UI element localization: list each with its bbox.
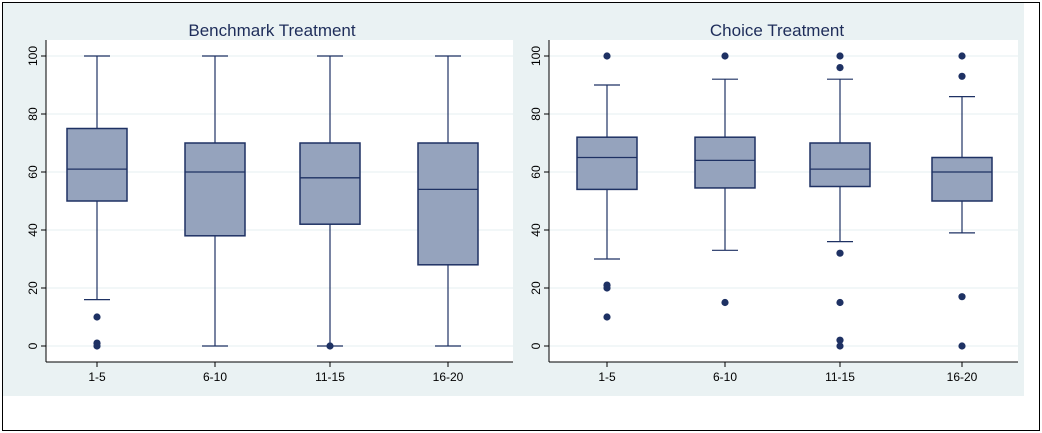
outlier-2-3-4 <box>836 298 844 307</box>
outlier-1-1-3 <box>93 342 101 350</box>
outlier-2-4-3 <box>958 293 966 301</box>
outlier-2-1-4 <box>603 313 611 321</box>
x-tick-label-2-2: 11-15 <box>825 370 855 384</box>
y-tick-label-2-5: 100 <box>529 46 543 66</box>
box-1-3 <box>299 142 361 225</box>
x-tick-label-1-2: 11-15 <box>315 370 345 384</box>
x-tick-label-1-1: 6-10 <box>203 370 227 384</box>
x-tick-label-2-0: 1-5 <box>598 370 616 384</box>
y-tick-label-1-1: 20 <box>26 281 40 295</box>
y-tick-label-1-2: 40 <box>26 223 40 237</box>
box-1-1 <box>66 127 128 202</box>
x-tick-label-1-3: 16-20 <box>433 370 464 384</box>
outlier-1-1-1 <box>93 313 101 321</box>
y-tick-label-2-2: 40 <box>529 223 543 237</box>
y-tick-label-1-3: 60 <box>26 165 40 179</box>
outlier-2-4-2 <box>958 72 966 80</box>
box-2-1 <box>576 136 638 191</box>
outlier-2-3-2 <box>836 64 844 72</box>
outlier-2-4-4 <box>958 342 966 350</box>
box-2-3 <box>809 142 871 188</box>
outlier-2-3-5 <box>836 336 844 344</box>
y-tick-label-1-0: 0 <box>26 342 40 349</box>
y-tick-label-2-3: 60 <box>529 165 543 179</box>
y-tick-label-2-4: 80 <box>529 107 543 121</box>
outlier-2-3-3 <box>836 249 844 257</box>
box-2-4 <box>931 156 993 202</box>
outlier-2-3-6 <box>836 342 844 350</box>
outlier-2-3-1 <box>836 52 844 60</box>
outlier-2-1-1 <box>603 52 611 60</box>
outlier-2-2-1 <box>721 52 729 60</box>
x-tick-label-2-1: 6-10 <box>713 370 737 384</box>
y-tick-label-2-1: 20 <box>529 281 543 295</box>
x-tick-label-1-0: 1-5 <box>88 370 106 384</box>
panel-title-1: Benchmark Treatment <box>188 21 356 40</box>
x-tick-label-2-3: 16-20 <box>947 370 978 384</box>
outlier-2-1-3 <box>603 284 611 292</box>
box-1-4 <box>417 142 479 266</box>
box-2-2 <box>694 136 756 189</box>
outlier-2-4-1 <box>958 52 966 60</box>
y-tick-label-1-5: 100 <box>26 46 40 66</box>
outlier-2-2-2 <box>721 298 729 307</box>
outlier-1-3-1 <box>326 342 334 350</box>
y-tick-label-1-4: 80 <box>26 107 40 121</box>
box-1-2 <box>184 142 246 237</box>
panel-title-2: Choice Treatment <box>710 21 844 40</box>
y-tick-label-2-0: 0 <box>529 342 543 349</box>
